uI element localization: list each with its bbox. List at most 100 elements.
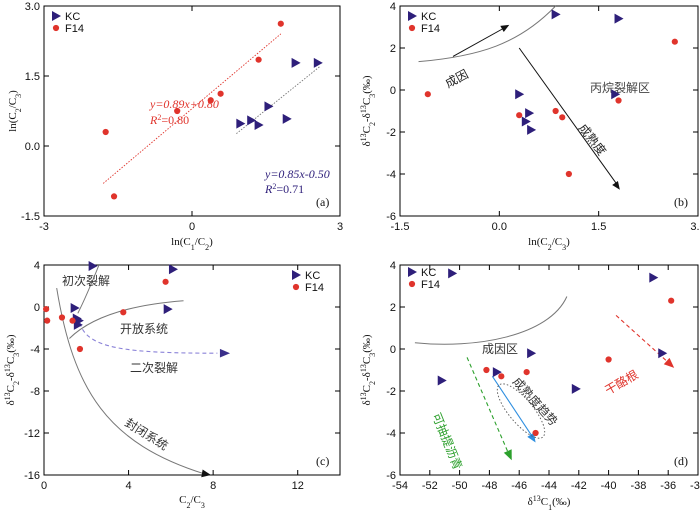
kc-point [649,272,659,283]
y-tick-label: -1.5 [21,211,40,223]
legend-f14-label: F14 [421,23,440,35]
panel-c-ylabel-part: C [5,385,17,392]
panel-d-ylabel-part: -δ [361,372,373,381]
kc-point [614,13,624,24]
fit-f14-r2-part: =0.80 [161,113,189,127]
panel-tag: (c) [316,454,329,468]
f14-point [174,107,181,115]
genesis-boundary-curve [418,5,556,63]
panel-b-ylabel-part: 2 [368,122,377,126]
kc-point [448,268,458,279]
f14-point [207,97,214,104]
kc-point [313,57,323,68]
f14-point [162,278,169,285]
annot-primary-cracking: 初次裂解 [62,274,110,288]
panel-b-ylabel-part: (‰) [361,75,373,94]
y-tick-label: 0.0 [25,141,40,153]
panel-tag: (a) [316,195,329,209]
f14-point [498,373,505,380]
f14-point [43,306,50,313]
legend-f14-marker [408,280,416,288]
panel-d-xlabel: δ13C1(‰) [528,494,571,512]
x-tick-label: -40 [601,480,617,492]
panel-b-ylabel-part: -δ [361,113,373,122]
panel-d-ylabel-part: 2 [368,381,377,385]
panel-a-xlabel-part: ln(C [171,236,191,248]
kc-point [527,348,537,359]
panel-b-ylabel-part: C [361,98,373,105]
panel-tag: (b) [674,195,688,209]
panel-c-ylabel-part: 13 [3,364,12,372]
panel-d-ylabel-part: C [361,357,373,364]
f14-point [668,297,675,304]
kc-point [492,367,502,378]
legend-f14-label: F14 [65,23,84,35]
fit-f14-equation: y=0.89x+0.80 [149,97,219,111]
y-tick-label: 4 [34,260,40,272]
legend-kc-label: KC [305,270,320,282]
annot-kerogen: 干酪根 [602,367,641,398]
f14-point [565,170,572,178]
panel-a-ylabel-part: ln(C [7,112,19,132]
annot-genesis: 成因 [443,67,471,91]
y-tick-label: -6 [386,470,396,482]
x-tick-label: 8 [210,480,216,492]
panel-b-xlabel-part: ) [566,236,570,248]
open-system-curve [69,300,184,339]
panel-a-xlabel-part: /C [195,236,205,248]
genesis-arrow [452,26,507,57]
f14-point [69,317,76,324]
f14-point [552,107,559,115]
panel-c-ylabel-part: (‰) [5,334,17,353]
panel-c-xlabel-part: 3 [201,501,205,510]
y-tick-label: -4 [386,428,396,440]
f14-point [516,112,523,119]
maturity-arrowhead [612,180,620,190]
kc-point [521,116,531,127]
panel-b-xlabel-part: /C [552,236,562,248]
x-tick-label: -36 [660,480,676,492]
x-tick-label: -1.5 [391,221,410,233]
panel-b-ylabel-part: 3 [368,94,377,98]
maturity-trend-arrow [491,375,535,440]
kc-point [611,89,621,100]
x-tick-label: 1.5 [591,221,606,233]
panel-a-xlabel-part: 2 [205,243,209,252]
panel-d-ylabel-part: C [361,385,373,392]
kc-point [437,375,447,386]
x-tick-label: -44 [541,480,557,492]
fit-f14-r2-part: R [149,113,158,127]
maturity-arrow [518,47,619,187]
closed-system-arrowhead [201,469,212,478]
kerogen-arrowhead [663,357,675,368]
f14-point [58,314,66,321]
panel-c-xlabel: C2/C3 [179,494,205,510]
panel-a-ylabel-part: /C [7,98,19,108]
legend-f14-marker [408,24,416,32]
kc-point [551,9,561,20]
kc-point [74,315,84,326]
f14-point [615,97,622,104]
f14-point [102,128,109,136]
genesis-zone-curve [414,296,568,345]
f14-point [44,317,51,324]
genesis-arrowhead [500,24,510,33]
panel-c-ylabel-part: δ [5,400,17,405]
annot-maturity: 成熟度 [576,121,610,159]
x-tick-label: -48 [481,480,497,492]
y-tick-label: -16 [24,470,40,482]
f14-point [559,114,566,121]
kc-point [247,115,257,126]
primary-cracking-curve [77,264,100,314]
annot-propane-zone: 丙烷裂解区 [590,81,650,95]
panel-c-ylabel-part: 2 [12,381,21,385]
legend-f14-label: F14 [305,282,324,294]
kc-point [515,89,525,100]
panel-b-xlabel-part: 3 [562,243,566,252]
panel-d-ylabel-part: 3 [368,353,377,357]
panel-b-xlabel-part: ln(C [528,236,548,248]
x-tick-label: 0 [189,221,195,233]
y-tick-label: 4 [390,260,396,272]
panel-c-ylabel-part: 3 [12,353,21,357]
